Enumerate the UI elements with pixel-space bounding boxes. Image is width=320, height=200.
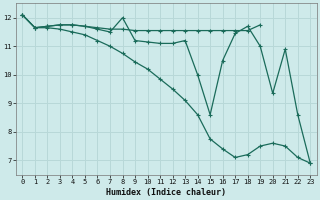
X-axis label: Humidex (Indice chaleur): Humidex (Indice chaleur) <box>106 188 226 197</box>
